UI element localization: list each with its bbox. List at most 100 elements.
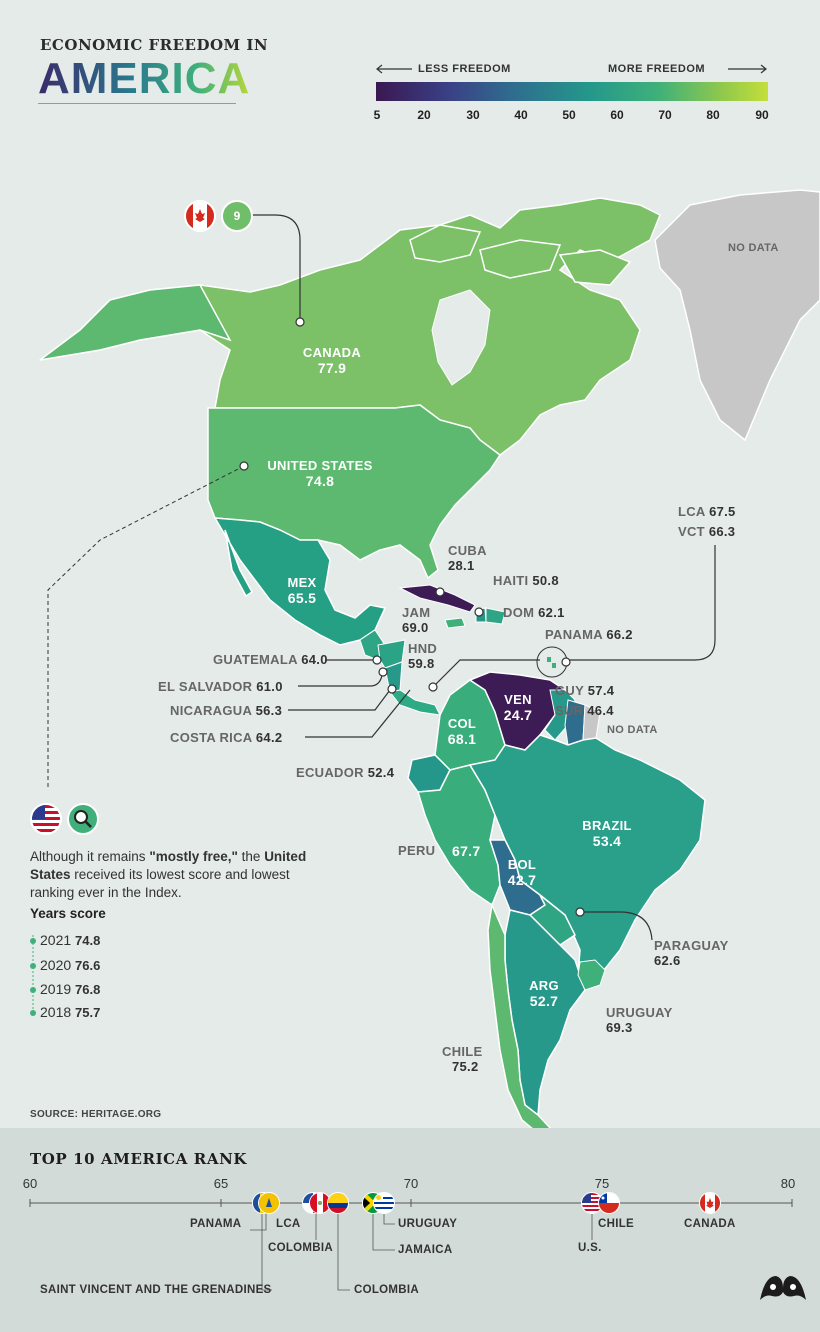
history-timeline (30, 935, 36, 1016)
lca-leader-line (565, 545, 716, 661)
history-row: 2020 76.6 (40, 957, 101, 973)
legend-less-label: LESS FREEDOM (418, 63, 511, 75)
legend-tick: 50 (562, 108, 576, 122)
colombia-flag-icon (327, 1192, 349, 1214)
dominican-shape (485, 607, 506, 625)
rank-panel (0, 1128, 820, 1332)
hudson-bay-shape (431, 289, 491, 386)
brazil-shape (468, 734, 706, 992)
arctic-islands-shape (409, 224, 632, 286)
honduras-label: HND 59.8 (408, 641, 438, 671)
us-note-text: Although it remains "mostly free," the U… (30, 849, 307, 900)
us-rank-flag-icon (581, 1192, 603, 1214)
rank-label-panama: PANAMA (190, 1218, 242, 1230)
lca-label: LCA 67.5 (678, 504, 736, 519)
nicaragua-label: NICARAGUA 56.3 (170, 703, 283, 718)
el-salvador-label: EL SALVADOR 61.0 (158, 679, 283, 694)
greenland-no-data-label: NO DATA (728, 242, 779, 254)
mexico-label: MEX 65.5 (287, 575, 317, 606)
guatemala-label: GUATEMALA 64.0 (213, 652, 328, 667)
legend-tick: 40 (514, 108, 528, 122)
source-note: SOURCE: HERITAGE.ORG (30, 1109, 162, 1120)
dominican-label: DOM 62.1 (503, 605, 565, 620)
costa-rica-leader-line (305, 689, 411, 738)
canada-rank-flag-icon (699, 1192, 721, 1214)
title-underline (38, 103, 236, 104)
rank-label-uruguay: URUGUAY (398, 1218, 458, 1230)
legend-tick: 60 (610, 108, 624, 122)
canada-rank-badge: 9 (221, 200, 253, 232)
jamaica-label: JAM 69.0 (402, 605, 431, 635)
ecuador-label: ECUADOR 52.4 (296, 765, 395, 780)
title-line-1: ECONOMIC FREEDOM IN (40, 36, 269, 54)
rank-axis-tick: 60 (22, 1176, 38, 1191)
rank-label-colombia-lower: COLOMBIA (354, 1284, 420, 1296)
chile-flag-icon (598, 1192, 620, 1214)
jamaica-shape (444, 617, 466, 629)
legend-tick: 20 (417, 108, 431, 122)
uruguay-shape (577, 959, 606, 991)
legend-color-scale (376, 82, 768, 101)
legend-tick: 30 (466, 108, 480, 122)
rank-label-svg: SAINT VINCENT AND THE GRENADINES (40, 1284, 272, 1296)
map (39, 189, 820, 1128)
peru-score-label: 67.7 (452, 843, 481, 859)
legend-tick: 90 (755, 108, 769, 122)
paraguay-label: PARAGUAY 62.6 (654, 938, 729, 968)
rank-label-lca: LCA (276, 1218, 301, 1230)
history-row: 2018 75.7 (40, 1004, 101, 1020)
french-guiana-no-data-label: NO DATA (607, 724, 658, 736)
panama-flag-icon (258, 1192, 280, 1214)
rank-label-us: U.S. (578, 1242, 602, 1254)
canada-leader-line (237, 214, 301, 322)
canada-flag-icon (184, 200, 216, 232)
venezuela-shape (468, 671, 566, 751)
rank-axis-tick: 70 (403, 1176, 419, 1191)
usa-label: UNITED STATES 74.8 (267, 458, 373, 489)
legend-more-label: MORE FREEDOM (608, 63, 706, 75)
vct-label: VCT 66.3 (678, 524, 736, 539)
colombia-label: COL 68.1 (447, 716, 477, 747)
rank-axis-tick: 65 (213, 1176, 229, 1191)
rank-label-chile: CHILE (598, 1218, 634, 1230)
mexico-shape (213, 517, 387, 646)
peru-flag-icon (309, 1192, 331, 1214)
title-line-2: AMERICA (38, 54, 251, 103)
panama-leader-line (432, 659, 540, 688)
bolivia-label: BOL 42.7 (507, 857, 537, 888)
us-dashed-leader (47, 465, 245, 790)
peru-name-label: PERU (398, 843, 436, 858)
rank-label-canada: CANADA (684, 1218, 736, 1230)
costa-rica-panama-shape (389, 689, 441, 716)
uruguay-flag-icon (373, 1192, 395, 1214)
chile-label: CHILE 75.2 (442, 1044, 483, 1074)
cuba-label: CUBA 28.1 (448, 543, 487, 573)
alaska-shape (39, 284, 232, 361)
brazil-label: BRAZIL 53.4 (582, 818, 632, 849)
rank-axis-tick: 75 (594, 1176, 610, 1191)
costa-rica-label: COSTA RICA 64.2 (170, 730, 283, 745)
us-flag-icon (30, 803, 62, 835)
rank-title: TOP 10 AMERICA RANK (30, 1150, 248, 1168)
chile-shape (487, 902, 552, 1128)
magnifier-icon (67, 803, 99, 835)
haiti-label: HAITI 50.8 (493, 573, 559, 588)
years-score-heading: Years score (30, 906, 106, 921)
greenland-shape (654, 189, 820, 442)
history-row: 2019 76.8 (40, 981, 101, 997)
paraguay-leader-line (580, 911, 653, 941)
guyana-label: GUY 57.4 (555, 683, 615, 698)
legend-tick: 5 (373, 108, 381, 122)
rank-label-jamaica: JAMAICA (398, 1244, 453, 1256)
history-row: 2021 74.8 (40, 932, 101, 948)
cuba-shape (398, 584, 476, 613)
rank-label-colombia-upper: COLOMBIA (268, 1242, 334, 1254)
panama-label: PANAMA 66.2 (545, 627, 633, 642)
nicaragua-leader-line (288, 689, 391, 711)
suriname-label: SUR 46.4 (555, 703, 614, 718)
el-salvador-leader-line (298, 674, 383, 687)
venezuela-label: VEN 24.7 (503, 692, 533, 723)
